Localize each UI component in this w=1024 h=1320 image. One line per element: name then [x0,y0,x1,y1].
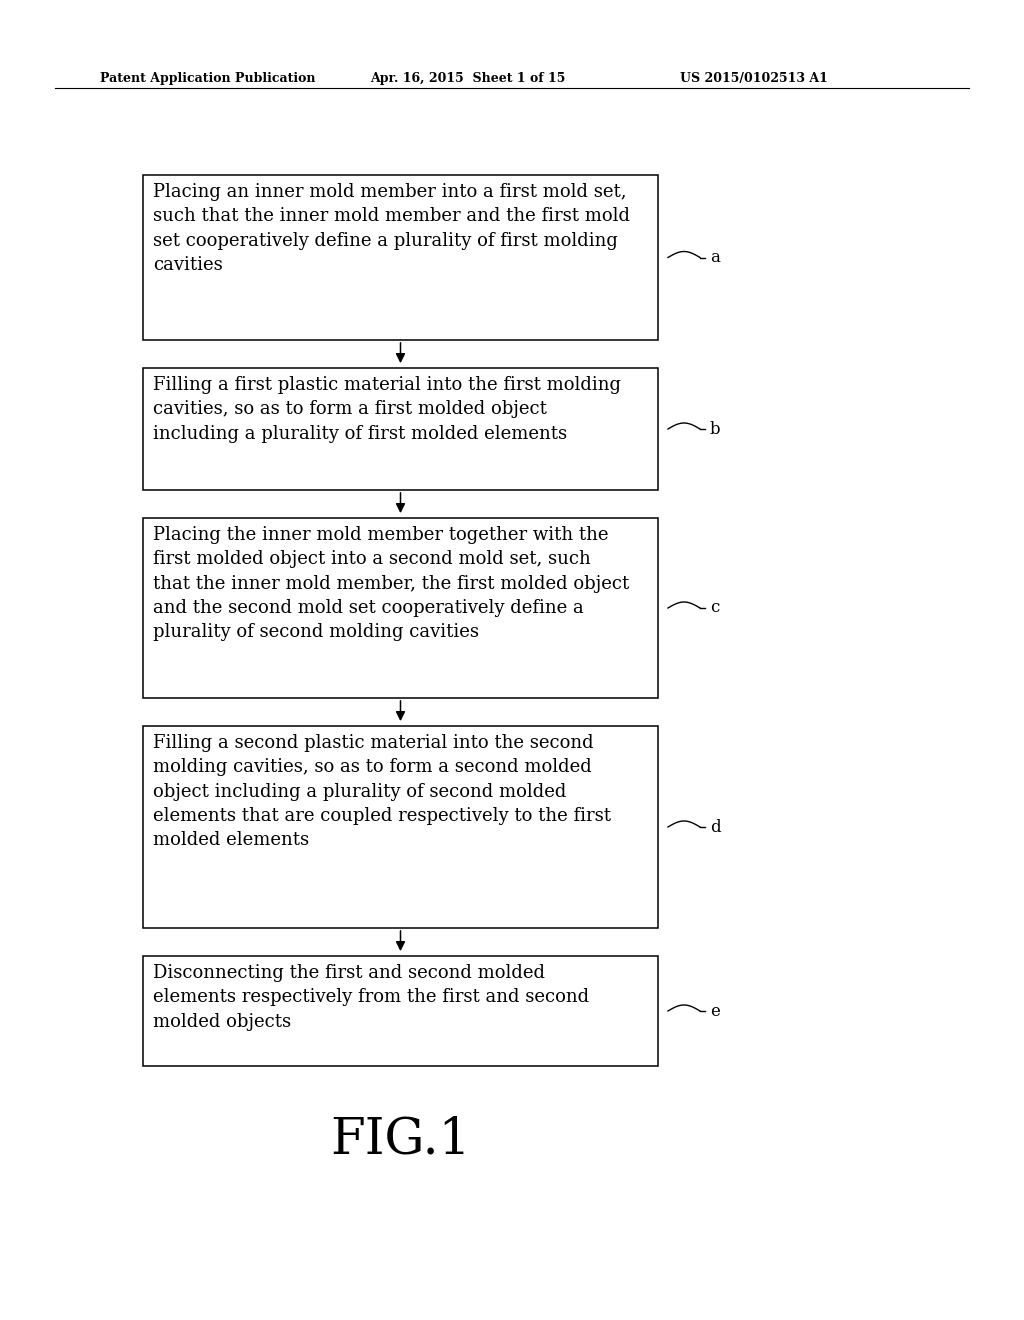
Bar [143,368,658,490]
Text: b: b [710,421,721,437]
Bar [143,176,658,341]
Bar [143,726,658,928]
Text: FIG.1: FIG.1 [331,1115,471,1164]
Text: Apr. 16, 2015  Sheet 1 of 15: Apr. 16, 2015 Sheet 1 of 15 [370,73,565,84]
Bar [143,956,658,1067]
Text: d: d [710,818,721,836]
Text: Placing an inner mold member into a first mold set,
such that the inner mold mem: Placing an inner mold member into a firs… [153,183,630,275]
Text: Filling a second plastic material into the second
molding cavities, so as to for: Filling a second plastic material into t… [153,734,611,849]
Text: Disconnecting the first and second molded
elements respectively from the first a: Disconnecting the first and second molde… [153,964,589,1031]
Text: c: c [710,599,720,616]
Text: Placing the inner mold member together with the
first molded object into a secon: Placing the inner mold member together w… [153,525,630,642]
Text: US 2015/0102513 A1: US 2015/0102513 A1 [680,73,827,84]
Bar [143,517,658,698]
Text: Filling a first plastic material into the first molding
cavities, so as to form : Filling a first plastic material into th… [153,376,621,442]
Text: Patent Application Publication: Patent Application Publication [100,73,315,84]
Text: e: e [710,1002,720,1019]
Text: a: a [710,249,720,267]
